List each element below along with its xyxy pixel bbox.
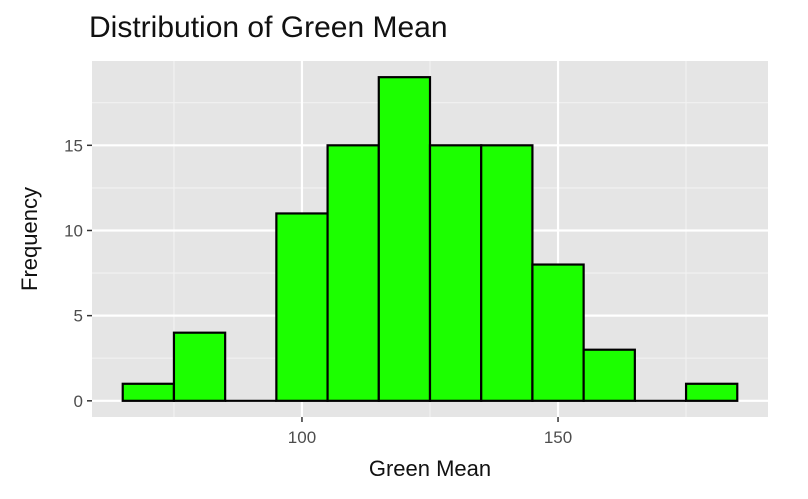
histogram-bar — [326, 144, 380, 402]
chart-title: Distribution of Green Mean — [89, 11, 448, 44]
y-axis: 0 5 10 15 — [64, 136, 92, 411]
bars — [121, 76, 739, 402]
x-tick-label: 100 — [288, 428, 316, 447]
histogram-bar — [121, 382, 176, 402]
histogram-bar — [684, 382, 739, 402]
y-tick-label: 0 — [74, 392, 83, 411]
x-axis-title: Green Mean — [369, 456, 491, 481]
histogram-bar — [428, 144, 483, 402]
histogram-bar — [582, 348, 636, 402]
histogram-bar — [172, 331, 227, 402]
histogram-bar — [480, 144, 534, 402]
histogram-bar — [377, 76, 432, 402]
y-tick-label: 5 — [74, 307, 83, 326]
x-axis: 100 150 — [288, 417, 572, 447]
histogram-bar — [275, 212, 329, 402]
histogram-bar — [531, 263, 585, 402]
x-tick-label: 150 — [544, 428, 572, 447]
y-tick-label: 15 — [64, 136, 83, 155]
y-tick-label: 10 — [64, 221, 83, 240]
y-axis-title: Frequency — [17, 187, 42, 291]
